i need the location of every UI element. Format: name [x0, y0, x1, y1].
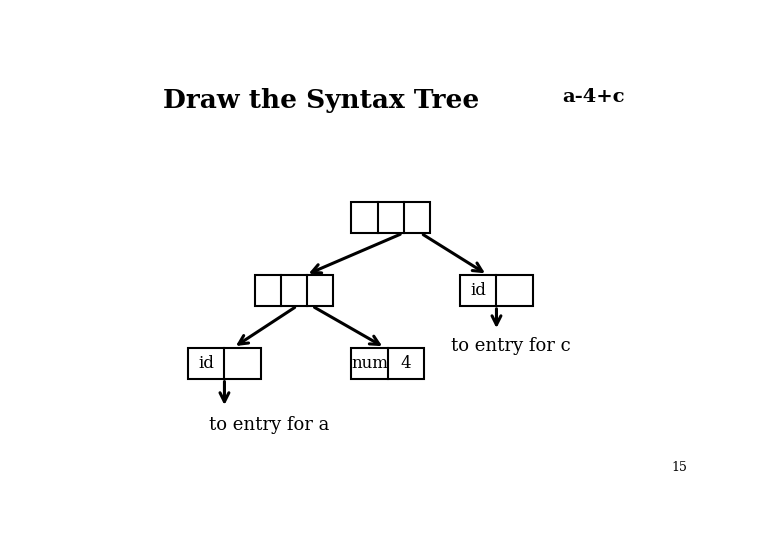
Bar: [188, 348, 261, 379]
Text: 15: 15: [671, 461, 687, 474]
Text: to entry for c: to entry for c: [451, 337, 571, 355]
Text: 4: 4: [400, 355, 411, 372]
Text: num: num: [351, 355, 388, 372]
Text: id: id: [470, 282, 486, 299]
Text: id: id: [198, 355, 215, 372]
Text: to entry for a: to entry for a: [209, 416, 330, 434]
Text: a-4+c: a-4+c: [562, 87, 625, 106]
Bar: [460, 275, 533, 306]
Bar: [351, 202, 430, 233]
Bar: [254, 275, 333, 306]
Bar: [351, 348, 424, 379]
Text: Draw the Syntax Tree: Draw the Syntax Tree: [163, 87, 479, 113]
